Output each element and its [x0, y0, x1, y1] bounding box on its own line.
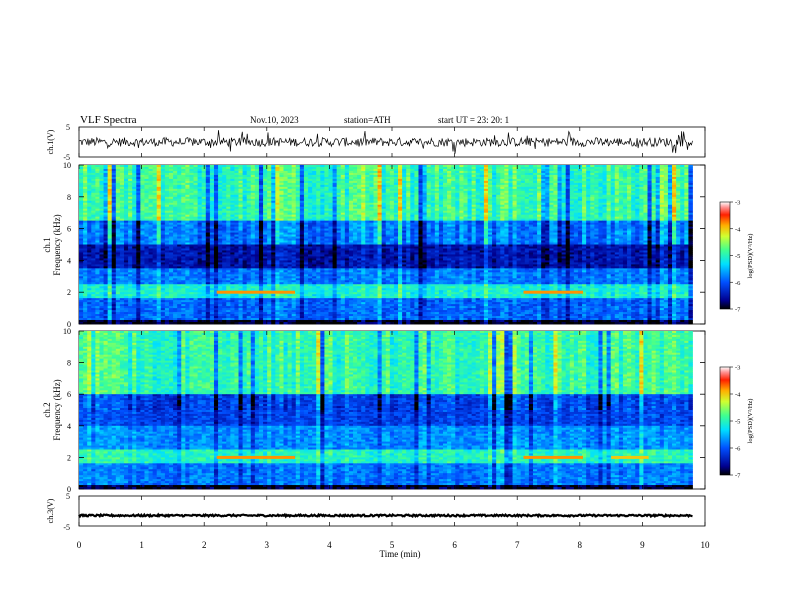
figure-title: VLF Spectra	[80, 114, 137, 126]
date-label: Nov.10, 2023	[250, 115, 299, 125]
ch1-ytick-top: 5	[66, 123, 70, 132]
ch1-waveform-panel: 5 -5 ch.1(V)	[46, 123, 705, 162]
ch1-ylabel: ch.1(V)	[46, 129, 55, 154]
station-label: station=ATH	[344, 115, 391, 125]
ch1-spectrogram-image	[79, 165, 693, 324]
start-time-label: start UT = 23: 20: 1	[438, 115, 509, 125]
